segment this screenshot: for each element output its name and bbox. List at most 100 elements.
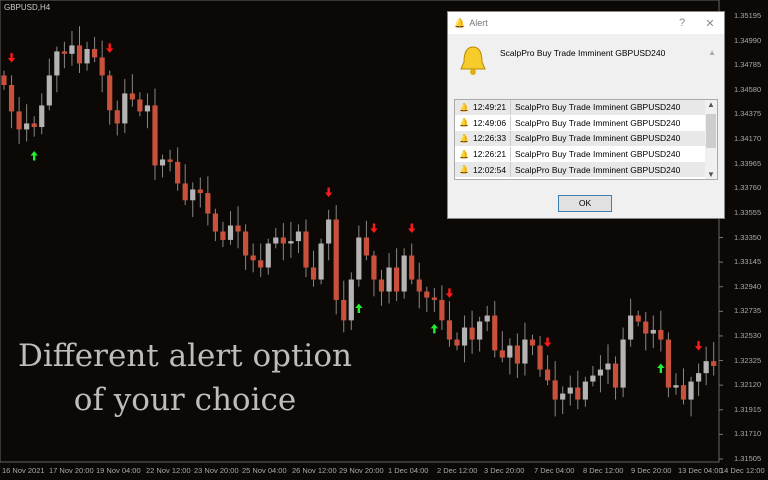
alert-title: Alert	[469, 18, 488, 28]
candle-body	[477, 321, 483, 340]
alert-history-row[interactable]: 🔔 12:02:54 ScalpPro Buy Trade Imminent GBP…	[455, 162, 717, 178]
alert-history-row[interactable]: 🔔 12:49:06 ScalpPro Buy Trade Imminent GBP…	[455, 115, 717, 132]
candle-body	[424, 291, 430, 298]
price-tick: 1.34170	[734, 134, 762, 144]
candle-body	[333, 219, 339, 300]
candle-body	[220, 231, 226, 240]
close-button[interactable]: ✕	[705, 17, 715, 30]
sell-arrow-icon	[445, 288, 454, 298]
candle-body	[280, 237, 286, 244]
chart-frame	[0, 0, 720, 463]
candle-body	[152, 105, 158, 166]
sell-arrow-icon	[694, 341, 703, 351]
alert-dialog: 🔔 Alert ? ✕ ScalpPro Buy Trade Imminent …	[447, 11, 725, 219]
alert-history-row[interactable]: 🔔 12:26:21 ScalpPro Buy Trade Imminent GBP…	[455, 146, 717, 163]
promo-line-2: of your choice	[73, 382, 297, 418]
buy-arrow-icon	[430, 323, 439, 334]
candle-body	[190, 189, 196, 201]
price-tick: 1.32325	[734, 355, 762, 365]
candle-body	[673, 385, 679, 388]
candle-body	[446, 320, 453, 340]
candle-body	[484, 315, 490, 322]
alert-time: 12:49:06	[472, 117, 507, 128]
price-tick: 1.32940	[734, 281, 762, 291]
price-tick: 1.34580	[734, 84, 762, 94]
price-tick: 1.32735	[734, 306, 762, 316]
time-tick: 7 Dec 04:00	[534, 466, 575, 475]
candle-body	[159, 159, 166, 166]
alert-message: ScalpPro Buy Trade Imminent GBPUSD240	[500, 48, 666, 58]
candle-body	[492, 315, 498, 351]
candle-body	[469, 327, 475, 340]
price-tick: 1.32530	[734, 330, 762, 340]
candle-body	[582, 381, 588, 400]
time-tick: 22 Nov 12:00	[146, 466, 191, 475]
candle-body	[401, 255, 407, 292]
candle-body	[356, 237, 362, 280]
candle-body	[250, 255, 256, 261]
candle-body	[363, 237, 369, 256]
alert-text: ScalpPro Buy Trade Imminent GBPUSD240	[515, 133, 681, 144]
candle-body	[590, 375, 596, 382]
help-button[interactable]: ?	[678, 17, 686, 29]
candle-body	[431, 297, 437, 300]
candle-body	[545, 369, 551, 381]
time-tick: 1 Dec 04:00	[388, 466, 429, 475]
alert-history-list: ▲ ▼ 🔔 12:49:21 ScalpPro Buy Trade Imminent …	[454, 99, 718, 180]
price-tick: 1.35195	[734, 11, 762, 20]
candle-body	[605, 363, 611, 370]
candle-body	[114, 110, 120, 124]
candle-body	[31, 123, 37, 128]
price-tick: 1.33350	[734, 232, 762, 242]
candle-body	[273, 237, 279, 244]
time-tick: 14 Dec 12:00	[720, 466, 765, 475]
candle-body	[182, 183, 188, 201]
price-tick: 1.33965	[734, 158, 762, 168]
sell-arrow-icon	[7, 53, 16, 63]
candle-body	[620, 339, 626, 388]
alert-history-row[interactable]: 🔔 12:49:21 ScalpPro Buy Trade Imminent GBP…	[455, 100, 717, 116]
candle-body	[567, 387, 573, 394]
candle-body	[318, 243, 324, 280]
candle-body	[107, 75, 113, 111]
sell-arrow-icon	[407, 223, 416, 233]
promo-text: Different alert option of your choice	[10, 334, 360, 422]
candle-body	[341, 299, 347, 321]
candle-body	[643, 321, 649, 334]
candle-body	[61, 51, 67, 54]
candle-body	[303, 231, 309, 268]
symbol-label: GBPUSD,H4	[4, 3, 51, 12]
alert-history-row[interactable]: 🔔 12:26:33 ScalpPro Buy Trade Imminent GBP…	[455, 131, 717, 147]
buy-arrow-icon	[355, 303, 363, 314]
candle-body	[711, 361, 717, 366]
candle-body	[514, 345, 520, 364]
buy-arrow-icon	[657, 363, 665, 374]
candle-body	[650, 329, 656, 334]
candle-body	[1, 75, 7, 86]
alert-text: ScalpPro Buy Trade Imminent GBPUSD240	[515, 117, 681, 128]
candle-body	[326, 219, 332, 244]
candle-body	[658, 329, 664, 340]
candle-body	[560, 393, 566, 400]
list-scrollbar[interactable]: ▲ ▼	[705, 100, 717, 179]
sell-arrow-icon	[543, 337, 552, 348]
candle-body	[99, 57, 105, 76]
candle-body	[439, 299, 445, 321]
promo-line-1: Different alert option	[18, 338, 352, 374]
ok-button[interactable]: OK	[558, 195, 612, 212]
bell-icon: 🔔	[459, 133, 469, 143]
price-tick: 1.34375	[734, 109, 762, 119]
candle-body	[92, 49, 98, 58]
candle-body	[76, 45, 83, 64]
candle-body	[39, 105, 45, 128]
candle-body	[416, 279, 422, 292]
bell-icon: 🔔	[459, 165, 469, 175]
alert-text: ScalpPro Buy Trade Imminent GBPUSD240	[515, 164, 681, 175]
candle-body	[137, 99, 143, 112]
price-tick: 1.34785	[734, 60, 762, 70]
candle-body	[16, 111, 22, 130]
candle-body	[597, 369, 604, 376]
candle-body	[688, 381, 694, 400]
candle-body	[703, 361, 709, 374]
